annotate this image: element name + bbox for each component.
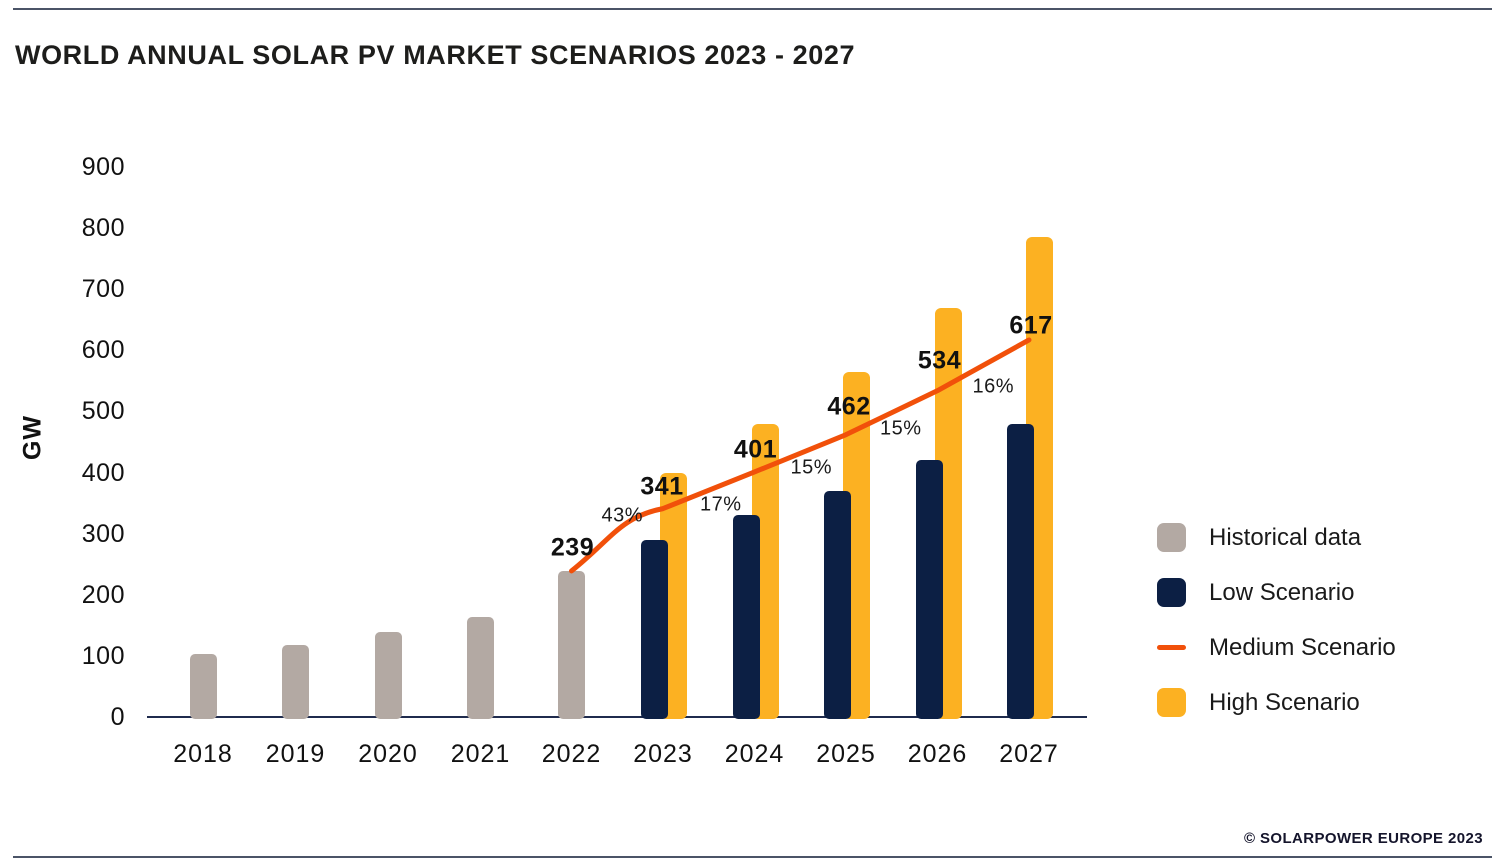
y-axis-tick-label: 400 <box>81 458 125 487</box>
y-axis-tick-label: 0 <box>110 703 125 731</box>
bar-historical-2018 <box>189 654 217 719</box>
legend-swatch-high-icon <box>1157 688 1186 717</box>
medium-value-label: 401 <box>733 435 778 464</box>
x-axis-line <box>147 716 1087 718</box>
legend-label: Medium Scenario <box>1209 633 1396 661</box>
y-axis-tick-label: 300 <box>81 519 125 548</box>
bar-low-2027 <box>1007 423 1034 719</box>
growth-percent-label: 43% <box>601 504 644 527</box>
bar-low-2026 <box>915 460 943 719</box>
medium-value-label: 534 <box>917 346 962 375</box>
y-axis-tick-label: 900 <box>81 153 125 181</box>
medium-value-label: 239 <box>550 533 595 562</box>
x-axis-tick-label: 2027 <box>999 740 1059 768</box>
x-axis-tick-label: 2024 <box>724 740 785 768</box>
legend-item-historical-data: Historical data <box>1157 523 1396 552</box>
bottom-divider <box>13 856 1492 858</box>
x-axis-tick-label: 2019 <box>265 740 326 768</box>
legend-swatch-medium-line-icon <box>1157 633 1186 662</box>
x-axis-tick-label: 2026 <box>907 740 968 768</box>
legend-item-medium-scenario: Medium Scenario <box>1157 633 1396 662</box>
growth-percent-label: 17% <box>699 493 742 516</box>
growth-percent-label: 16% <box>972 375 1015 398</box>
x-axis-tick-label: 2023 <box>633 740 693 768</box>
x-axis-tick-label: 2025 <box>816 740 876 768</box>
growth-percent-label: 15% <box>790 456 833 479</box>
y-axis-title: GW <box>18 414 47 461</box>
y-axis-tick-label: 800 <box>81 214 125 243</box>
medium-value-label: 462 <box>827 392 871 421</box>
chart-title: WORLD ANNUAL SOLAR PV MARKET SCENARIOS 2… <box>15 40 856 70</box>
medium-value-label: 617 <box>1009 311 1053 340</box>
x-axis-tick-label: 2020 <box>358 740 418 768</box>
bar-historical-2022 <box>558 570 585 719</box>
x-axis-tick-label: 2022 <box>541 740 602 768</box>
legend-item-high-scenario: High Scenario <box>1157 688 1396 717</box>
bar-low-2023 <box>641 539 668 719</box>
copyright-text: © SOLARPOWER EUROPE 2023 <box>1243 830 1483 847</box>
y-axis-tick-label: 500 <box>81 397 125 426</box>
legend-swatch-historical-icon <box>1157 523 1186 552</box>
legend-swatch-low-icon <box>1157 578 1186 607</box>
top-divider <box>13 8 1492 10</box>
bar-historical-2020 <box>374 632 402 719</box>
bar-historical-2021 <box>467 616 494 719</box>
y-axis-tick-label: 700 <box>81 275 125 304</box>
legend-label: Low Scenario <box>1209 578 1355 606</box>
y-axis-tick-label: 600 <box>81 336 125 365</box>
legend: Historical data Low Scenario Medium Scenar… <box>1157 523 1396 743</box>
x-axis-tick-label: 2018 <box>173 740 233 768</box>
bar-low-2024 <box>732 515 760 719</box>
growth-percent-label: 15% <box>879 417 922 440</box>
bar-historical-2019 <box>282 644 309 719</box>
legend-label: Historical data <box>1209 523 1362 551</box>
plot-area: 0 100 200 300 400 500 600 700 800 900 GW 2018 2019 20… <box>18 153 1087 768</box>
legend-label: High Scenario <box>1209 688 1360 716</box>
medium-value-label: 341 <box>640 472 684 501</box>
y-axis-tick-label: 100 <box>81 641 125 670</box>
x-axis-tick-label: 2021 <box>450 740 511 768</box>
bar-low-2025 <box>824 490 851 719</box>
y-axis-tick-label: 200 <box>81 580 125 609</box>
legend-item-low-scenario: Low Scenario <box>1157 578 1396 607</box>
